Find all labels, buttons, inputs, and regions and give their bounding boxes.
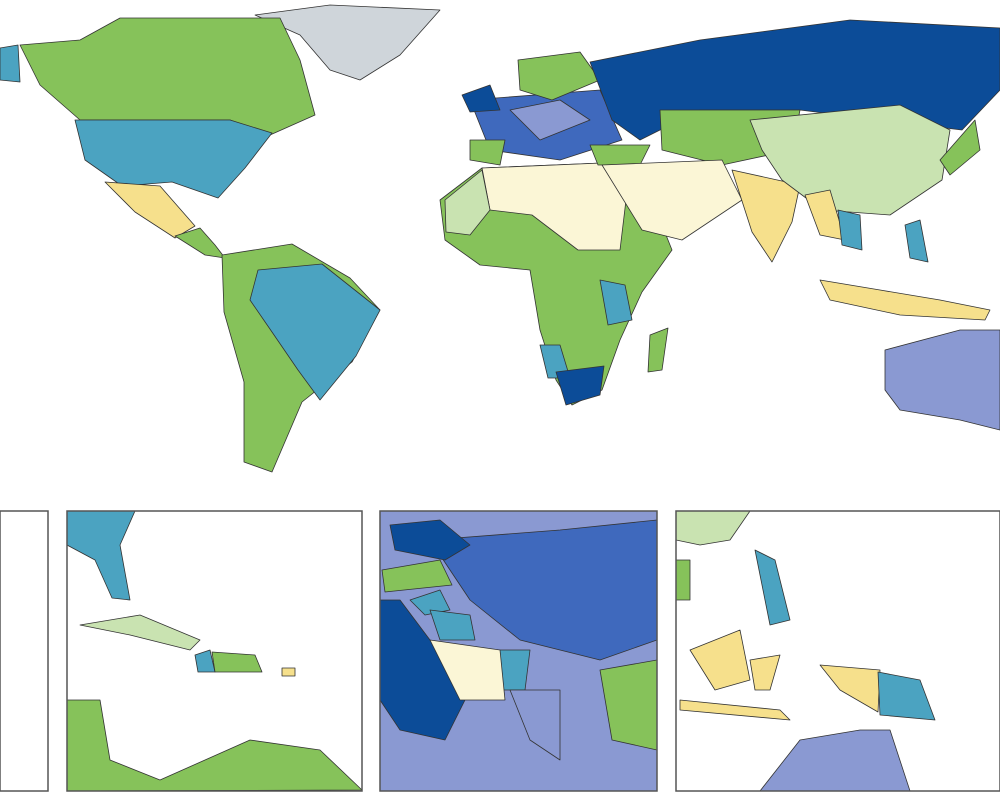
country-shape bbox=[599, 659, 657, 751]
country-shape bbox=[249, 263, 381, 401]
inset-2 bbox=[67, 511, 362, 791]
country-shape bbox=[509, 99, 591, 141]
country-shape bbox=[19, 17, 316, 136]
country-shape bbox=[74, 119, 273, 199]
country-shape bbox=[509, 689, 561, 761]
country-shape bbox=[601, 159, 743, 241]
country-shape bbox=[0, 44, 21, 83]
country-shape bbox=[380, 599, 471, 741]
country-shape bbox=[254, 4, 441, 81]
country-shape bbox=[381, 559, 453, 593]
country-shape bbox=[389, 519, 471, 561]
country-shape bbox=[877, 671, 936, 721]
country-shape bbox=[461, 84, 501, 113]
country-shape bbox=[409, 589, 451, 616]
inset-4-frame bbox=[675, 510, 1000, 792]
country-shape bbox=[676, 559, 691, 601]
country-shape bbox=[429, 609, 476, 641]
inset-frame bbox=[0, 510, 49, 792]
country-shape bbox=[67, 699, 362, 791]
country-shape bbox=[837, 209, 863, 251]
country-shape bbox=[589, 144, 651, 166]
country-shape bbox=[754, 549, 791, 626]
country-shape bbox=[174, 227, 226, 259]
country-shape bbox=[211, 651, 263, 673]
inset-1 bbox=[0, 510, 49, 792]
country-shape bbox=[749, 654, 781, 691]
country-shape bbox=[689, 629, 751, 691]
country-shape bbox=[884, 329, 1000, 431]
country-shape bbox=[939, 119, 981, 176]
country-shape bbox=[429, 519, 657, 661]
country-shape bbox=[469, 139, 506, 166]
country-shape bbox=[749, 104, 951, 216]
inset-3-frame bbox=[379, 510, 658, 792]
country-shape bbox=[676, 511, 751, 546]
country-shape bbox=[904, 219, 929, 263]
country-shape bbox=[67, 511, 136, 601]
country-shape bbox=[819, 279, 991, 321]
country-shape bbox=[759, 729, 911, 791]
country-shape bbox=[647, 327, 669, 373]
country-shape bbox=[444, 169, 491, 236]
country-shape bbox=[599, 279, 633, 326]
country-shape bbox=[281, 667, 296, 677]
country-shape bbox=[429, 639, 506, 701]
inset-3 bbox=[380, 511, 657, 791]
country-shape bbox=[104, 181, 196, 239]
country-shape bbox=[517, 51, 601, 101]
country-shape bbox=[679, 699, 791, 721]
main-map bbox=[0, 4, 1000, 473]
country-shape bbox=[555, 365, 605, 406]
country-shape bbox=[79, 614, 201, 651]
inset-2-frame bbox=[66, 510, 363, 792]
country-shape bbox=[819, 664, 881, 713]
inset-4 bbox=[676, 511, 936, 791]
